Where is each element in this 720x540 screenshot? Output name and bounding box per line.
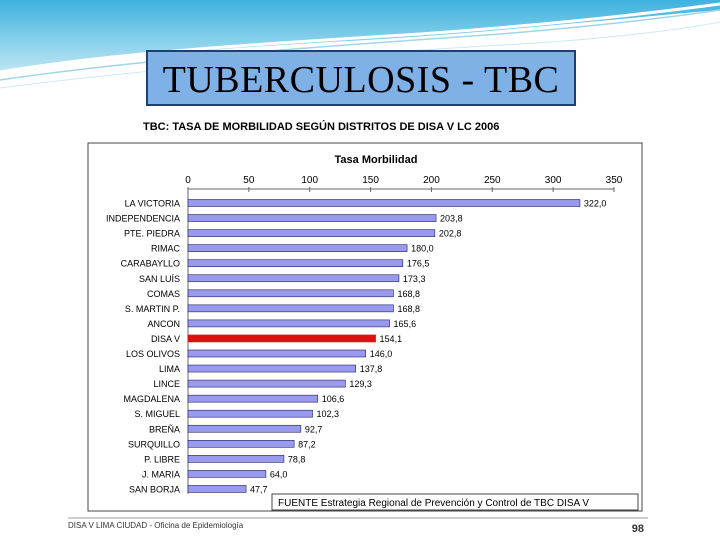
x-tick-label: 350	[606, 175, 623, 186]
value-label: 78,8	[288, 454, 306, 464]
source-box	[271, 493, 639, 511]
category-label: PTE. PIEDRA	[124, 229, 180, 239]
category-label: BREÑA	[149, 424, 180, 434]
value-label: 129,3	[349, 379, 372, 389]
value-label: 203,8	[440, 214, 463, 224]
category-label: LIMA	[159, 364, 180, 374]
value-label: 146,0	[370, 349, 393, 359]
bar	[187, 229, 436, 237]
category-label: J. MARIA	[142, 469, 180, 479]
bar-chart: TBC: TASA DE MORBILIDAD SEGÚN DISTRITOS …	[68, 120, 648, 535]
value-label: 322,0	[584, 199, 607, 209]
bar	[187, 259, 404, 267]
category-labels: LA VICTORIA INDEPENDENCIA PTE. PIEDRA RIMAC…	[106, 199, 181, 495]
bars	[187, 199, 581, 493]
x-tick-label: 0	[185, 175, 191, 186]
category-label: LOS OLIVOS	[126, 349, 180, 359]
value-label: 64,0	[270, 469, 288, 479]
bar	[187, 349, 367, 358]
bar	[187, 424, 302, 433]
category-label: SURQUILLO	[128, 439, 180, 449]
value-label: 168,8	[397, 289, 420, 299]
value-label: 202,8	[439, 229, 462, 239]
bar	[187, 364, 357, 373]
category-label: LINCE	[153, 379, 180, 389]
value-label: 87,2	[298, 439, 316, 449]
x-tick-label: 250	[484, 175, 501, 186]
category-label: MAGDALENA	[123, 394, 180, 404]
bar	[187, 244, 408, 252]
category-label: LA VICTORIA	[125, 199, 180, 209]
bar	[187, 470, 267, 478]
x-tick-label: 50	[243, 175, 255, 186]
x-tick-label: 200	[423, 175, 440, 186]
bar	[187, 289, 394, 298]
bar	[187, 304, 394, 313]
axis-title: Tasa Morbilidad	[335, 154, 418, 166]
value-label: 168,8	[397, 304, 420, 314]
slide-title: TUBERCULOSIS - TBC	[146, 50, 576, 106]
value-label: 173,3	[403, 274, 426, 284]
plot-border	[87, 142, 643, 512]
bar	[187, 439, 295, 448]
value-label: 106,6	[322, 394, 345, 404]
category-label: INDEPENDENCIA	[106, 214, 180, 224]
x-tick-label: 100	[301, 175, 318, 186]
value-label: 154,1	[380, 334, 403, 344]
bar	[187, 379, 346, 388]
value-label: 47,7	[250, 484, 268, 494]
category-label: S. MARTIN P.	[125, 304, 180, 314]
value-label: 180,0	[411, 244, 434, 254]
bar	[187, 334, 376, 343]
value-label: 176,5	[407, 259, 430, 269]
category-label: CARABAYLLO	[121, 259, 180, 269]
bar	[187, 485, 247, 493]
value-label: 102,3	[317, 409, 340, 419]
value-labels: 322,0 203,8 202,8 180,0 176,5 173,3 168,8 168,8…	[250, 199, 606, 495]
category-label: DISA V	[151, 334, 180, 344]
bar	[187, 214, 437, 222]
category-label: ANCON	[147, 319, 180, 329]
category-label: RIMAC	[151, 244, 181, 254]
chart-figure: TBC: TASA DE MORBILIDAD SEGÚN DISTRITOS …	[38, 114, 652, 540]
page-number: 98	[632, 523, 644, 535]
x-tick-label: 300	[545, 175, 562, 186]
category-label: COMAS	[147, 289, 180, 299]
category-label: SAN BORJA	[129, 484, 180, 494]
source-note: FUENTE Estrategia Regional de Prevención…	[278, 498, 589, 509]
bar	[187, 394, 319, 403]
bar	[187, 274, 400, 283]
value-label: 165,6	[394, 319, 417, 329]
category-label: SAN LUÍS	[139, 274, 180, 284]
bar	[187, 199, 581, 207]
x-tick-label: 150	[362, 175, 379, 186]
header-swoosh	[0, 0, 720, 89]
bar	[187, 455, 285, 463]
chart-title: TBC: TASA DE MORBILIDAD SEGÚN DISTRITOS …	[143, 120, 499, 133]
bar	[187, 409, 313, 418]
value-label: 137,8	[360, 364, 383, 374]
category-label: S. MIGUEL	[134, 409, 180, 419]
category-label: P. LIBRE	[144, 454, 180, 464]
bar	[187, 319, 390, 328]
footer-text: DISA V LIMA CIUDAD - Oficina de Epidemio…	[68, 521, 244, 530]
x-axis-ticks: 0 50 100 150 200 250 300 350	[185, 175, 623, 494]
value-label: 92,7	[305, 424, 323, 434]
